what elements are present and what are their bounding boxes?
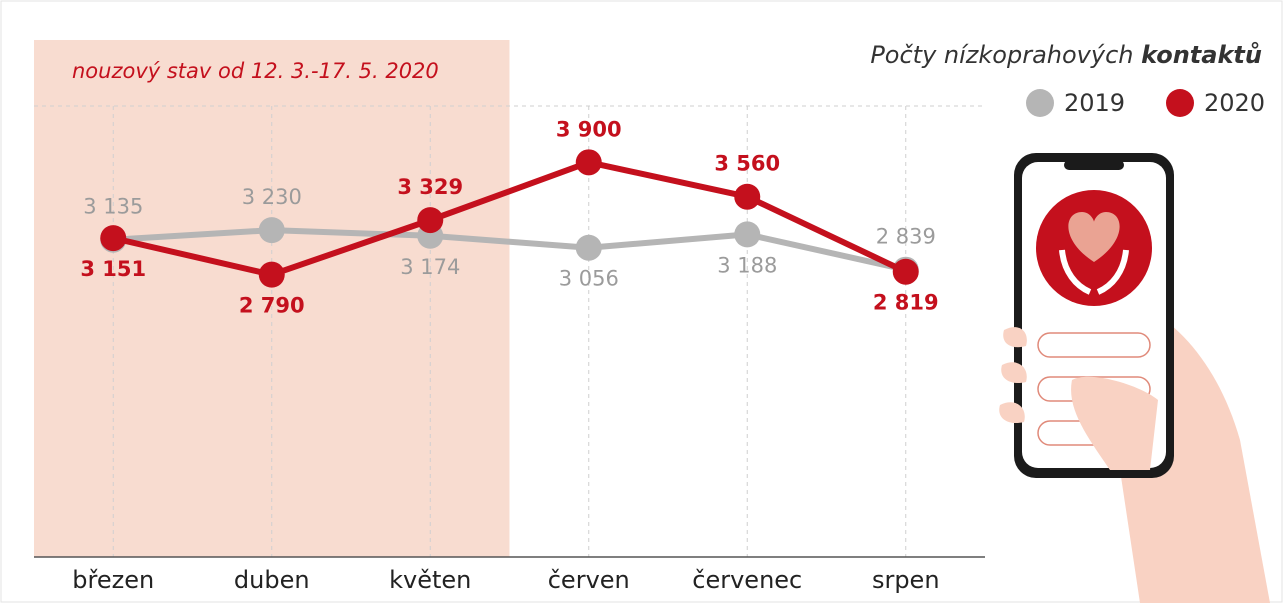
phone-notch [1064,160,1124,170]
thumb [1071,376,1158,470]
x-tick-label: srpen [872,566,940,594]
data-label: 2 790 [239,294,305,318]
point [892,258,919,285]
title-emphasis: kontaktů [1141,41,1262,69]
background-layer: nouzový stav od 12. 3.-17. 5. 2020 [34,40,985,557]
data-label: 3 151 [80,257,146,281]
x-tick-label: duben [234,566,310,594]
data-label: 3 056 [559,267,619,291]
data-label: 3 329 [397,175,463,199]
point [258,261,285,288]
legend-label: 2020 [1204,89,1265,117]
title-text: Počty nízkoprahových [870,41,1133,69]
point [100,225,127,252]
chart-title: Počty nízkoprahových kontaktů [870,41,1262,69]
data-label: 2 839 [876,225,936,249]
hands-icon [1059,249,1129,295]
fingers [999,327,1027,424]
point [258,217,285,244]
annotation: nouzový stav od 12. 3.-17. 5. 2020 [72,59,439,83]
phone-illustration [999,153,1270,603]
data-label: 2 819 [873,291,939,315]
data-label: 3 900 [556,117,622,141]
legend-swatch [1026,89,1054,117]
point [575,234,602,261]
point [417,207,444,234]
data-label: 3 230 [242,185,302,209]
x-tick-label: červenec [692,566,802,594]
x-tick-label: červen [548,566,630,594]
legend-swatch [1166,89,1194,117]
series-line [113,227,907,273]
data-label: 3 174 [400,255,460,279]
x-tick-label: březen [72,566,154,594]
screen-button [1037,332,1151,358]
data-label: 3 188 [717,253,777,277]
point [734,221,761,248]
series-line [112,159,908,278]
point [575,149,602,176]
heart [1068,212,1120,262]
legend-label: 2019 [1064,89,1125,117]
x-tick-label: květen [389,566,471,594]
data-label: 3 560 [714,152,780,176]
point [734,183,761,210]
data-label: 3 135 [83,195,143,219]
